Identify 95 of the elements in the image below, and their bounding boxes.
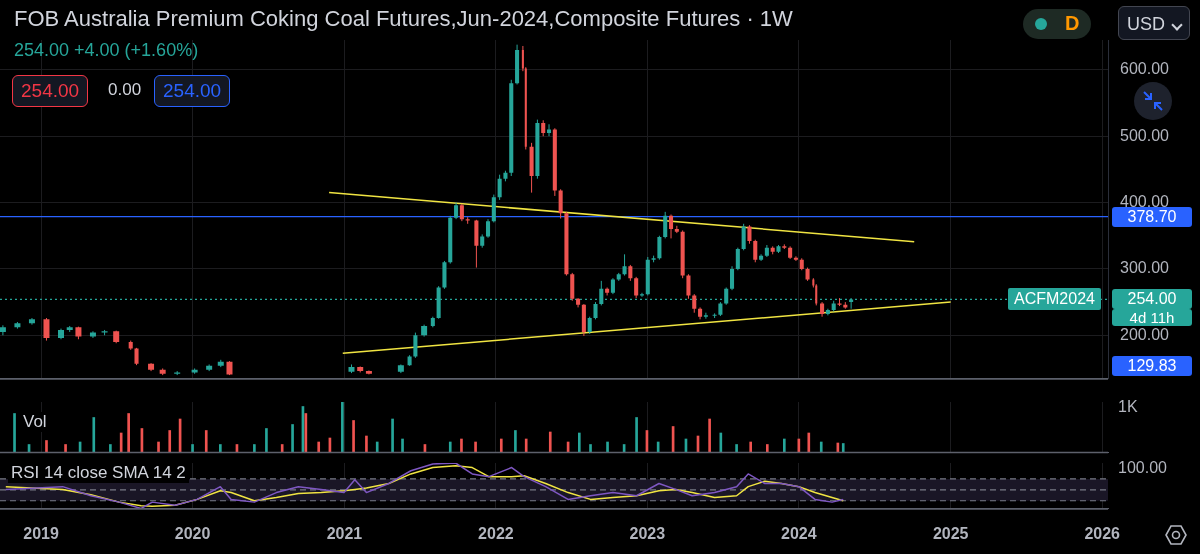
- x-tick-label: 2024: [781, 524, 817, 542]
- bar: [548, 431, 552, 452]
- bar: [577, 432, 581, 452]
- chart-subtitle: 254.00 +4.00 (+1.60%): [14, 40, 199, 61]
- bar: [365, 435, 368, 452]
- candlestick: [703, 312, 708, 320]
- bar: [265, 428, 268, 452]
- bar: [64, 444, 67, 452]
- bar: [291, 424, 294, 452]
- candlestick: [668, 214, 674, 239]
- bar: [749, 441, 753, 452]
- bar: [375, 441, 379, 452]
- ref-line-label: 378.70: [1112, 206, 1192, 227]
- x-tick-label: 2026: [1084, 524, 1121, 542]
- bar: [719, 432, 723, 452]
- bar: [708, 418, 711, 452]
- bar: [119, 432, 123, 452]
- candlestick: [747, 224, 752, 245]
- annotation: 254.00: [154, 75, 231, 107]
- bar: [109, 444, 112, 452]
- bar: [45, 440, 48, 452]
- bar: [460, 438, 463, 452]
- bar: [841, 443, 845, 452]
- candlestick: [0, 324, 6, 336]
- bar: [499, 438, 503, 452]
- chart-title: RSI 14 close SMA 14 2: [8, 463, 189, 483]
- annotation: 0.00: [108, 80, 142, 100]
- annotation: ACFM2024: [1008, 288, 1101, 311]
- candlestick: [546, 123, 552, 137]
- x-tick-label: 2020: [174, 524, 211, 542]
- bar: [253, 444, 256, 452]
- bar: [127, 413, 130, 452]
- bar: [280, 444, 284, 452]
- bar: [514, 430, 517, 452]
- bar: [735, 444, 738, 452]
- x-tick-label: 2019: [23, 524, 59, 542]
- bar: [782, 438, 786, 452]
- bar: [157, 441, 160, 452]
- candlestick: [692, 293, 697, 314]
- candlestick: [622, 253, 627, 277]
- bar: [317, 441, 321, 452]
- bar: [92, 417, 96, 452]
- text: 4d 11h: [1112, 309, 1192, 327]
- candlestick: [43, 317, 50, 342]
- bar: [765, 444, 769, 452]
- bar: [391, 418, 394, 452]
- x-tick-label: 2022: [478, 524, 514, 542]
- candlestick: [657, 235, 662, 261]
- bar: [352, 420, 355, 452]
- candlestick: [485, 218, 491, 239]
- bar: [448, 441, 452, 452]
- bar: [401, 438, 404, 452]
- text: USD: [1127, 14, 1166, 34]
- candlestick: [729, 265, 735, 291]
- text: 100.00: [1118, 459, 1167, 477]
- bar: [474, 441, 477, 452]
- bar: [606, 441, 609, 452]
- bar: [204, 430, 208, 452]
- candlestick: [686, 273, 691, 300]
- x-tick-label: 2023: [629, 524, 666, 542]
- text: 1K: [1118, 398, 1138, 416]
- y-tick-label: 600.00: [1120, 60, 1170, 78]
- bar: [635, 417, 638, 452]
- candlestick: [634, 276, 639, 299]
- y-tick-label: 500.00: [1120, 126, 1170, 144]
- annotation: 254.00: [12, 75, 89, 107]
- bar: [168, 430, 172, 452]
- y-tick-label: 200.00: [1120, 325, 1170, 343]
- y-tick-label: 300.00: [1120, 259, 1170, 277]
- ref-line-label: 254.00: [1112, 289, 1192, 310]
- x-tick-label: 2021: [326, 524, 363, 542]
- candlestick: [413, 332, 418, 359]
- bar: [219, 444, 222, 452]
- text: Vol: [20, 412, 50, 432]
- bar: [13, 413, 16, 452]
- bar: [819, 441, 823, 452]
- candlestick: [735, 247, 740, 271]
- x-tick-label: 2025: [932, 524, 969, 542]
- candlestick: [663, 211, 668, 239]
- candlestick: [491, 194, 496, 223]
- candlestick: [605, 287, 610, 296]
- candlestick: [741, 223, 746, 251]
- candlestick: [599, 280, 604, 306]
- candlestick: [849, 297, 854, 310]
- bar: [807, 432, 811, 452]
- chart-title: FOB Australia Premium Coking Coal Futures,Jun-2024,Composite Futures · 1W: [14, 6, 793, 32]
- text: 129.83: [1112, 356, 1192, 377]
- candlestick: [497, 174, 502, 201]
- candlestick: [558, 188, 563, 219]
- candlestick: [753, 239, 758, 263]
- candlestick: [793, 255, 798, 262]
- bar: [589, 444, 592, 452]
- bar: [191, 444, 194, 452]
- text: D: [1065, 12, 1080, 35]
- bar: [524, 438, 528, 452]
